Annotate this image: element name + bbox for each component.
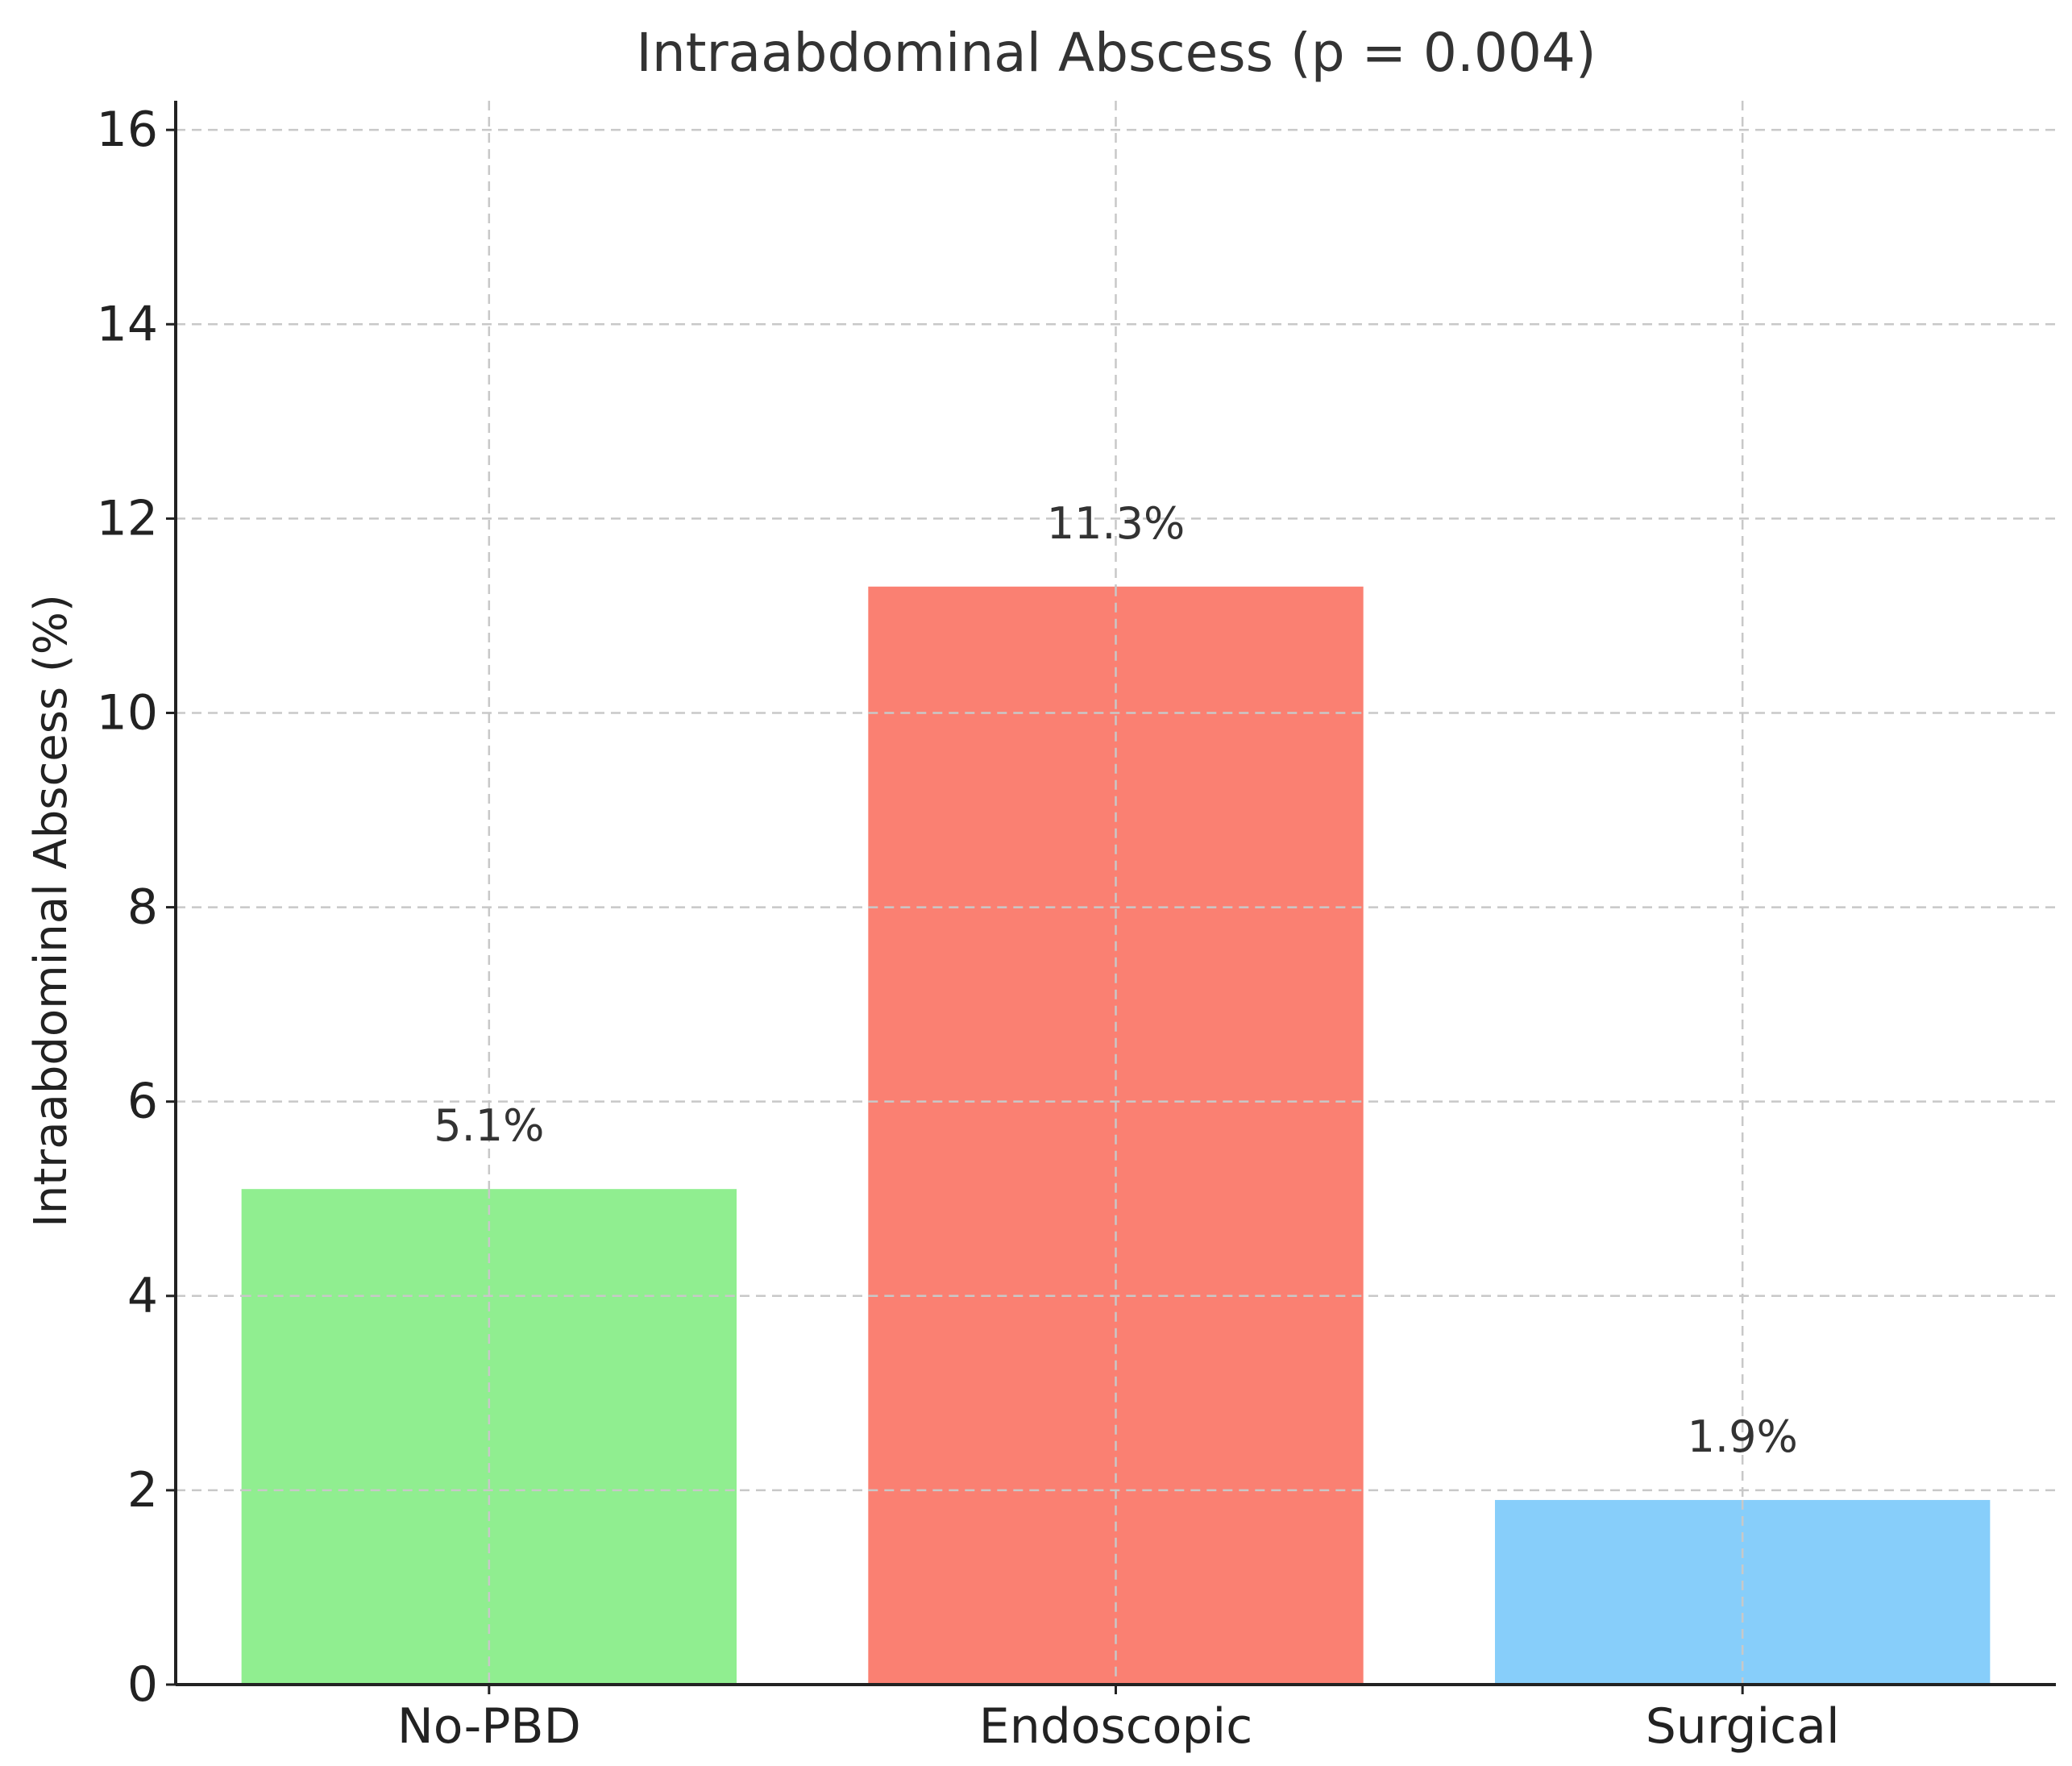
y-tick-label: 10 [97,684,158,741]
chart-title: Intraabdominal Abscess (p = 0.004) [636,22,1596,84]
data-labels: 5.1% 11.3% 1.9% [434,498,1798,1462]
bar-value-label: 1.9% [1688,1411,1798,1462]
y-tick-label: 8 [127,879,158,936]
bar-value-label: 11.3% [1047,498,1185,549]
axes [166,101,2056,1694]
tick-labels: 0 2 4 6 8 10 12 14 16 No-PBD Endoscopic Surgical [97,102,1840,1755]
y-tick-label: 4 [127,1268,158,1324]
y-tick-label: 0 [127,1656,158,1713]
x-tick-label: Endoscopic [979,1698,1252,1755]
x-tick-label: No-PBD [397,1698,581,1755]
y-tick-label: 2 [127,1462,158,1519]
x-tick-label: Surgical [1646,1698,1840,1755]
y-tick-label: 16 [97,102,158,158]
y-tick-label: 6 [127,1074,158,1130]
y-axis-label: Intraabdominal Abscess (%) [25,594,77,1228]
bar-surgical [1494,1499,1991,1685]
y-tick-label: 14 [97,296,158,352]
y-tick-label: 12 [97,490,158,546]
bar-value-label: 5.1% [434,1100,544,1151]
bars [241,586,1991,1685]
